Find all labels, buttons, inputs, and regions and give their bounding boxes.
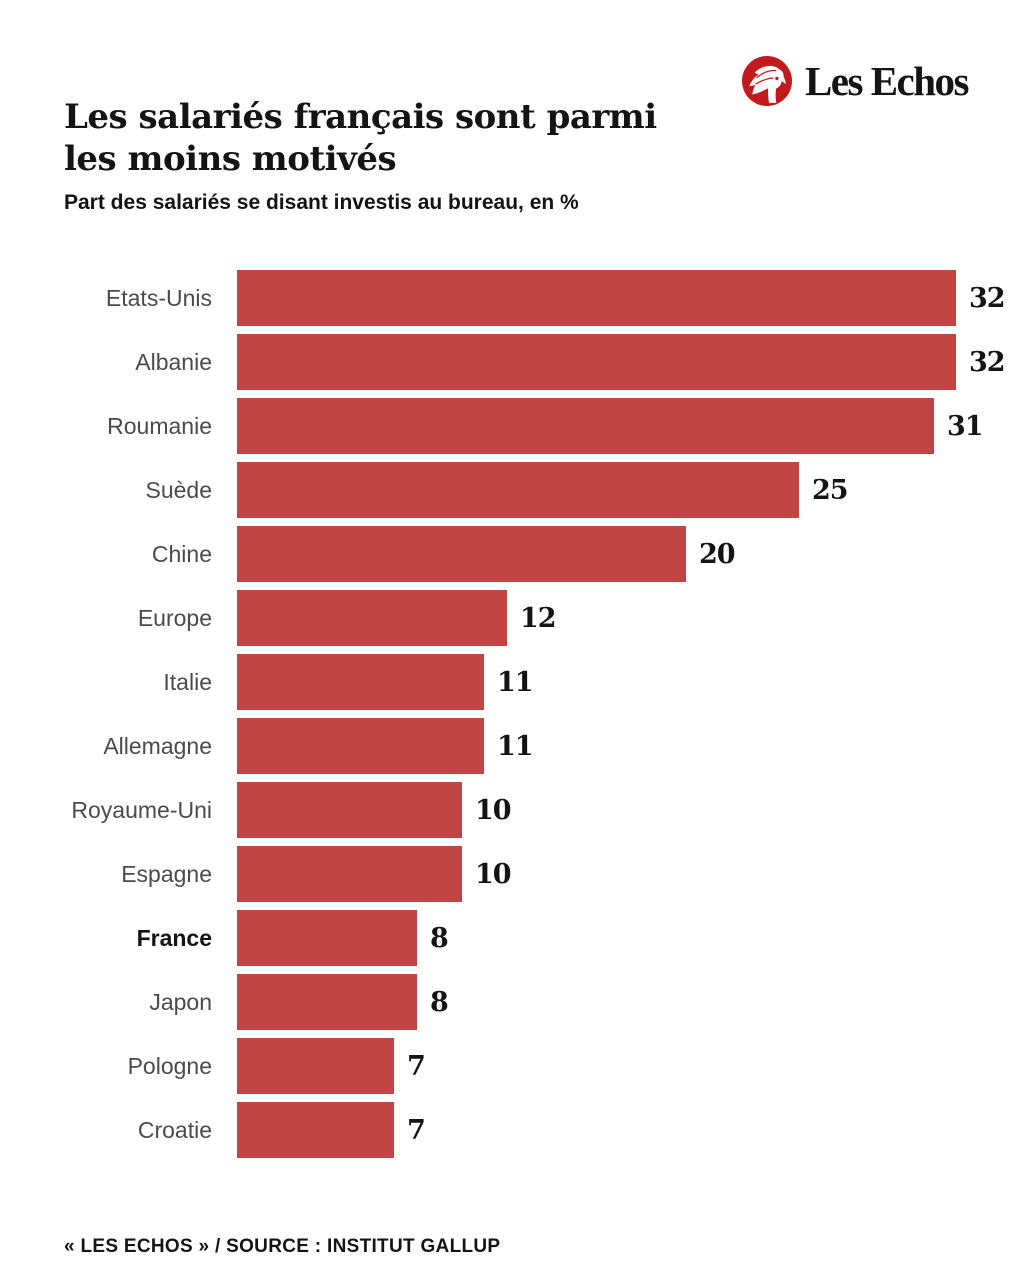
bar-row: Royaume-Uni 10 (40, 782, 1005, 838)
bar (237, 974, 417, 1030)
bar (237, 910, 417, 966)
value-label: 25 (812, 474, 849, 506)
chart-subtitle: Part des salariés se disant investis au … (64, 191, 579, 214)
bar (237, 526, 686, 582)
bar (237, 654, 484, 710)
value-label: 11 (497, 730, 534, 762)
country-label: Suède (145, 476, 212, 503)
bar-row: Etats-Unis 32 (40, 270, 1006, 326)
chart-title-line-2: les moins motivés (64, 139, 397, 179)
les-echos-logo-icon (741, 56, 792, 106)
country-label: Italie (163, 668, 212, 695)
bar-row: Japon 8 (40, 974, 1005, 1030)
bar-row: Europe 12 (40, 590, 1005, 646)
bar-row: Roumanie 31 (40, 398, 1005, 454)
country-label: Allemagne (103, 732, 212, 759)
value-label: 8 (430, 922, 449, 954)
value-label: 7 (407, 1050, 426, 1082)
brand: Les Echos (741, 56, 970, 106)
bar (237, 462, 799, 518)
country-label: France (136, 924, 212, 951)
country-label: Albanie (135, 348, 212, 375)
bar-row: Albanie 32 (40, 334, 1006, 390)
value-label: 20 (699, 538, 736, 570)
country-label: Pologne (127, 1052, 212, 1079)
bar-row: Chine 20 (40, 526, 1005, 582)
value-label: 31 (947, 410, 984, 442)
bar (237, 334, 956, 390)
bar-row: Pologne 7 (40, 1038, 1005, 1094)
country-label: Espagne (121, 860, 212, 887)
country-label: Japon (149, 988, 212, 1015)
bar-row: Suède 25 (40, 462, 1005, 518)
value-label: 32 (969, 282, 1006, 314)
country-label: Europe (137, 604, 212, 631)
bar-chart: Etats-Unis 32 Albanie 32 Roumanie 31 Suède 25 Ch… (40, 270, 1006, 1166)
country-label: Chine (151, 540, 212, 567)
value-label: 12 (520, 602, 557, 634)
country-label: Croatie (137, 1116, 212, 1143)
value-label: 11 (497, 666, 534, 698)
bar (237, 1038, 394, 1094)
chart-title-line-1: Les salariés français sont parmi (64, 97, 657, 137)
value-label: 32 (969, 346, 1006, 378)
country-label: Royaume-Uni (71, 796, 212, 823)
bar-rows: Etats-Unis 32 Albanie 32 Roumanie 31 Suède 25 Ch… (40, 270, 1006, 1158)
bar-row: Espagne 10 (40, 846, 1005, 902)
country-label: Roumanie (107, 412, 212, 439)
value-label: 7 (407, 1114, 426, 1146)
bar (237, 846, 462, 902)
value-label: 10 (475, 794, 512, 826)
bar (237, 782, 462, 838)
bar (237, 718, 484, 774)
bar (237, 590, 507, 646)
country-label: Etats-Unis (105, 284, 212, 311)
chart-title: Les salariés français sont parmi les moi… (64, 96, 657, 180)
bar (237, 1102, 394, 1158)
bar (237, 398, 934, 454)
bar-row: Allemagne 11 (40, 718, 1005, 774)
bar (237, 270, 956, 326)
source-line: « LES ECHOS » / SOURCE : INSTITUT GALLUP (64, 1236, 501, 1257)
value-label: 10 (475, 858, 512, 890)
bar-row: Croatie 7 (40, 1102, 1005, 1158)
bar-row: France 8 (40, 910, 1005, 966)
brand-name: Les Echos (804, 58, 970, 104)
bar-row: Italie 11 (40, 654, 1005, 710)
value-label: 8 (430, 986, 449, 1018)
